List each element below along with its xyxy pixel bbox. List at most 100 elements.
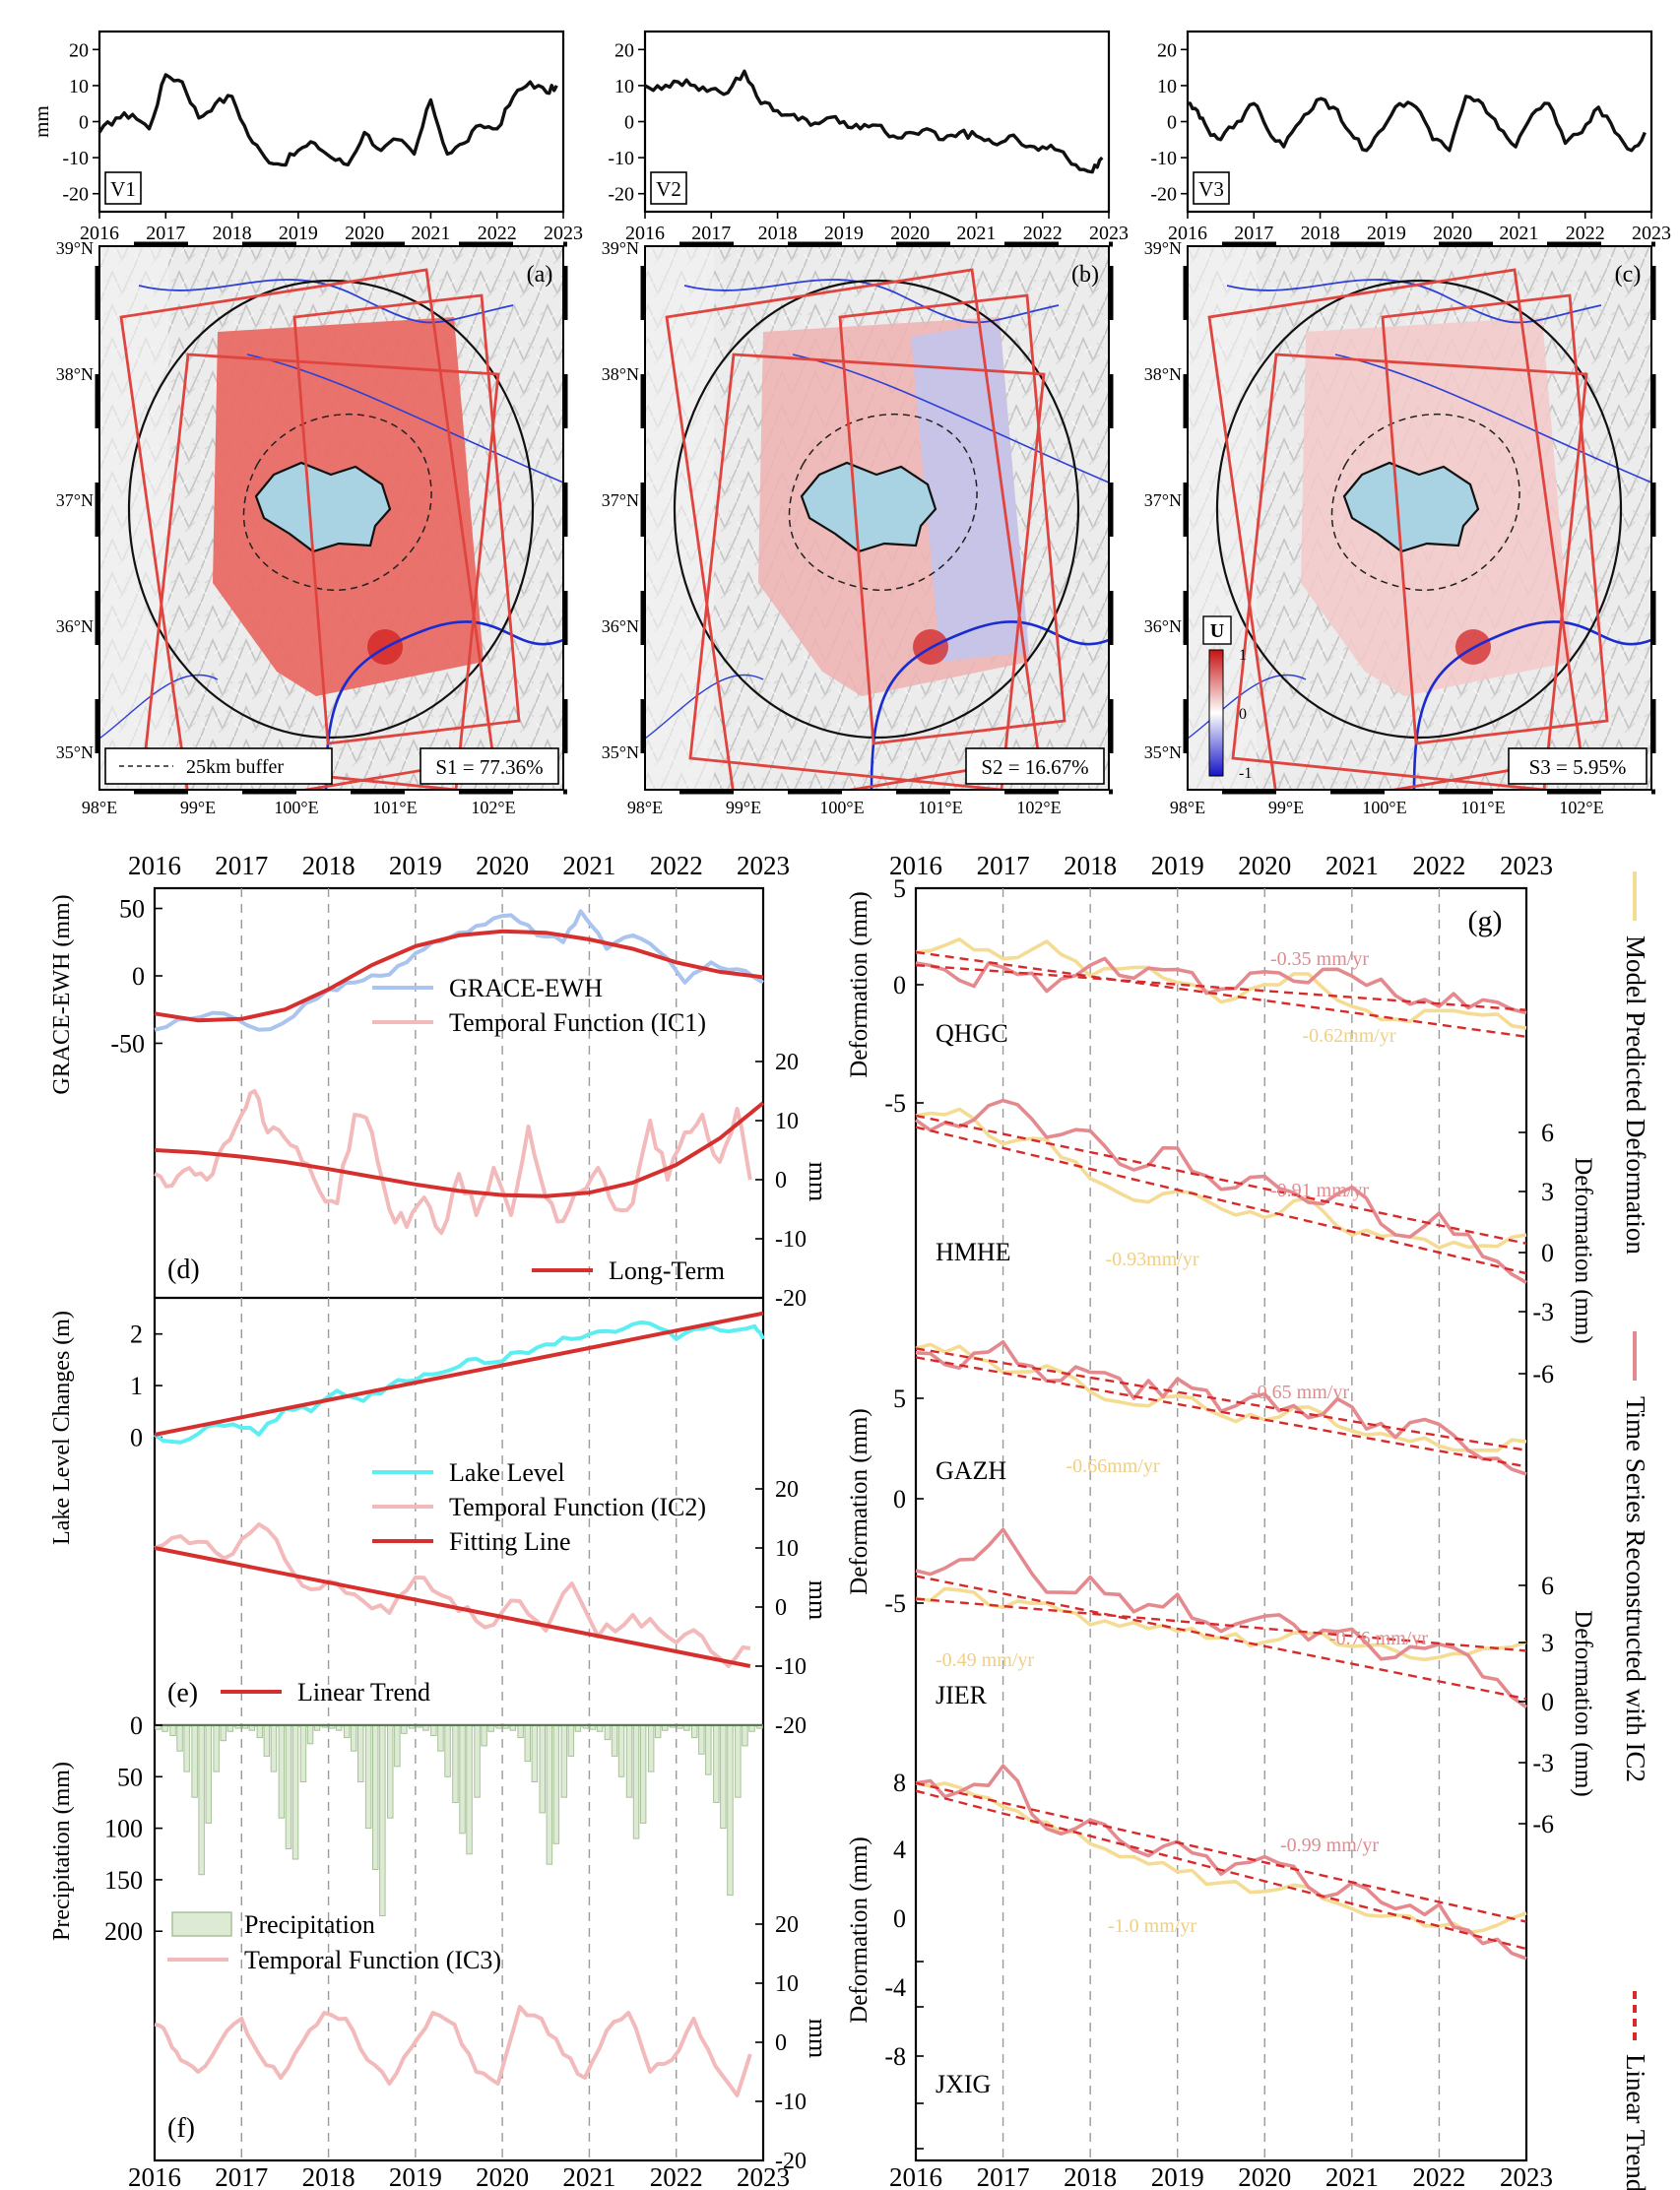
- series-line-model-gazh: [915, 1342, 1527, 1452]
- x-tick-label-top: 2020: [1238, 851, 1291, 880]
- panel-label: (b): [1071, 262, 1099, 288]
- x-tick-label-top: 2019: [389, 851, 442, 880]
- latitude-label: 36°N: [1144, 616, 1182, 636]
- panel-label: (g): [1468, 905, 1503, 937]
- x-tick-label-top: 2021: [562, 851, 615, 880]
- series-line-model-qhgc: [915, 936, 1527, 1030]
- colorbar-title: U: [1210, 620, 1224, 642]
- rate-label-reconstructed: -0.65 mm/yr: [1251, 1382, 1349, 1403]
- series-line-reconstructed-jier: [915, 1527, 1528, 1709]
- precipitation-bar: [735, 1724, 742, 1798]
- y-tick-label: 20: [614, 39, 634, 61]
- y-tick-label-right: 0: [775, 1168, 787, 1193]
- longitude-label: 100°E: [274, 798, 318, 817]
- rate-label-model: -0.93mm/yr: [1106, 1249, 1199, 1270]
- y-tick-label-right: 3: [1541, 1178, 1554, 1206]
- series-line-long-term-ic1: [154, 1101, 765, 1198]
- station-name: QHGC: [936, 1019, 1008, 1048]
- x-tick-label-bottom: 2022: [1412, 2162, 1465, 2190]
- longitude-label: 100°E: [1362, 798, 1406, 817]
- x-tick-label-top: 2016: [889, 851, 942, 880]
- precipitation-bar: [299, 1724, 307, 1782]
- yellow-river: [1412, 620, 1651, 790]
- x-tick-label: 2019: [1367, 223, 1406, 244]
- x-tick-label-top: 2020: [476, 851, 529, 880]
- y-tick-label-right: -10: [775, 1227, 807, 1253]
- y-axis-label-left: GRACE-EWH (mm): [49, 894, 75, 1094]
- contribution-ratio: S2 = 16.67%: [981, 755, 1088, 779]
- y-tick-label-right: 0: [775, 1595, 787, 1621]
- y-tick-label-left: 2: [130, 1320, 143, 1349]
- y-tick-label-left: 5: [893, 1385, 906, 1413]
- longitude-label: 102°E: [1016, 798, 1061, 817]
- x-tick-label: 2023: [1632, 223, 1671, 244]
- x-tick-label: 2020: [345, 223, 384, 244]
- precipitation-bar: [213, 1724, 220, 1772]
- legend-label-fitting-line: Fitting Line: [449, 1527, 571, 1556]
- left-panels-frame: [153, 886, 765, 2162]
- series-line-model-jxig: [915, 1781, 1527, 1935]
- precipitation-bar: [611, 1724, 618, 1757]
- precipitation-bar: [524, 1724, 531, 1763]
- series-line-ic2: [154, 1522, 751, 1668]
- panel-label-box: [1193, 171, 1230, 205]
- precipitation-bar: [191, 1724, 198, 1798]
- x-tick-label-bottom: 2019: [389, 2162, 442, 2190]
- ratio-box: [1508, 747, 1648, 785]
- panel-label: V3: [1198, 177, 1224, 201]
- y-tick-label: 20: [69, 39, 89, 61]
- precipitation-bar: [198, 1724, 205, 1876]
- river: [792, 354, 1109, 483]
- map-c: 39°N38°N37°N36°N35°N98°E 99°E 100°E 101°E 10…: [1144, 238, 1656, 817]
- x-tick-label: 2017: [691, 223, 731, 244]
- y-tick-label: 10: [69, 76, 89, 97]
- latitude-label: 38°N: [602, 364, 639, 384]
- y-tick-label-right: -20: [775, 2149, 807, 2174]
- longitude-label: 99°E: [1268, 798, 1304, 817]
- series-line-reconstructed-qhgc: [915, 956, 1527, 1015]
- lake-buffer-25km: [788, 413, 978, 591]
- map-content: [99, 246, 563, 790]
- ratio-box: [965, 747, 1105, 785]
- y-tick-label-right: 6: [1541, 1572, 1554, 1600]
- x-tick-label-bottom: 2021: [562, 2162, 615, 2190]
- precipitation-bar: [452, 1724, 459, 1803]
- buffer-legend-label: 25km buffer: [186, 756, 284, 778]
- x-tick-label: 2016: [1168, 223, 1207, 244]
- precipitation-bar: [263, 1724, 271, 1757]
- latitude-label: 35°N: [56, 742, 94, 762]
- panel-label: V1: [110, 177, 136, 201]
- y-tick-label: 10: [614, 76, 634, 97]
- y-tick-label-right: 20: [775, 1050, 799, 1075]
- y-tick-label-left: 0: [893, 1904, 906, 1933]
- x-tick-label: 2016: [625, 223, 665, 244]
- legend-label-precipitation: Precipitation: [244, 1910, 375, 1939]
- x-tick-label-top: 2022: [1412, 851, 1465, 880]
- y-tick-label-left: 100: [104, 1815, 143, 1843]
- precipitation-bar: [481, 1724, 487, 1747]
- x-tick-label: 2023: [544, 223, 583, 244]
- plot-frame: [1186, 30, 1653, 214]
- precipitation-bar: [720, 1724, 727, 1830]
- river: [1188, 674, 1307, 740]
- y-tick-label-right: 20: [775, 1912, 799, 1938]
- precipitation-bar: [169, 1724, 176, 1736]
- longitude-label: 101°E: [918, 798, 962, 817]
- x-tick-label: 2017: [146, 223, 185, 244]
- y-tick-label-right: -6: [1532, 1360, 1554, 1388]
- series-line-v2: [644, 69, 1104, 174]
- precipitation-bar: [401, 1724, 408, 1734]
- precipitation-bar: [394, 1724, 401, 1768]
- series-line-lake-level: [153, 1320, 765, 1445]
- qinghai-lake: [1342, 461, 1480, 553]
- x-tick-label: 2018: [1301, 223, 1340, 244]
- x-tick-label: 2018: [213, 223, 252, 244]
- x-tick-label-top: 2023: [737, 851, 790, 880]
- precipitation-bar: [531, 1724, 539, 1782]
- y-tick-label-right: 6: [1541, 1119, 1554, 1147]
- precipitation-bar: [617, 1724, 625, 1777]
- rate-label-model: -0.66mm/yr: [1066, 1455, 1160, 1477]
- y-tick-label-left: 1: [130, 1372, 143, 1400]
- precipitation-bar: [430, 1724, 437, 1736]
